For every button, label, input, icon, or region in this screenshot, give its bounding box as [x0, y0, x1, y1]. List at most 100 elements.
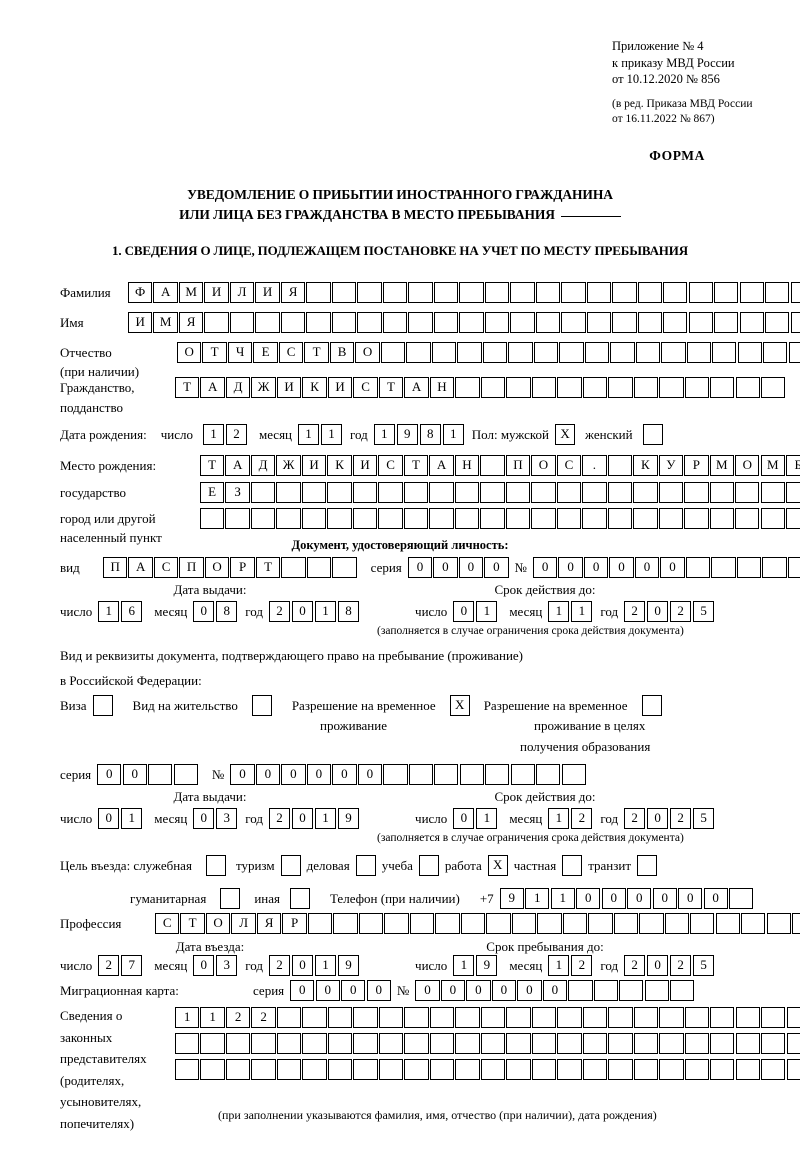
char-cell[interactable] [568, 980, 593, 1001]
char-cell[interactable]: 0 [440, 980, 466, 1001]
purpose-other-checkbox[interactable] [289, 888, 310, 909]
char-cell[interactable]: 0 [415, 980, 440, 1001]
char-cell[interactable]: 1 [315, 955, 337, 976]
char-cell[interactable] [204, 312, 229, 333]
char-cell[interactable] [608, 1059, 633, 1080]
char-cell[interactable]: Н [454, 455, 480, 476]
char-cell[interactable] [786, 1033, 800, 1054]
char-cell[interactable] [327, 1059, 353, 1080]
char-cell[interactable] [429, 1007, 455, 1028]
char-cell[interactable] [559, 342, 584, 363]
char-cell[interactable] [511, 913, 537, 934]
char-cell[interactable] [766, 913, 791, 934]
char-cell[interactable] [408, 282, 433, 303]
purpose-humanitarian-checkbox[interactable] [220, 888, 241, 909]
char-cell[interactable]: 0 [634, 557, 660, 578]
char-cell[interactable]: 0 [458, 557, 484, 578]
char-cell[interactable] [225, 1033, 251, 1054]
char-cell[interactable] [404, 1033, 429, 1054]
char-cell[interactable] [710, 1033, 735, 1054]
char-cell[interactable] [276, 508, 301, 529]
char-cell[interactable] [306, 557, 332, 578]
char-cell[interactable]: С [155, 913, 180, 934]
char-cell[interactable] [506, 377, 531, 398]
char-cell[interactable]: 1 [202, 424, 224, 445]
char-cell[interactable] [378, 1033, 404, 1054]
char-cell[interactable] [586, 282, 612, 303]
char-cell[interactable]: 5 [693, 601, 715, 622]
char-cell[interactable] [510, 312, 535, 333]
char-cell[interactable] [786, 1059, 800, 1080]
char-cell[interactable] [561, 764, 586, 785]
char-cell[interactable]: Р [282, 913, 307, 934]
char-cell[interactable]: 0 [255, 764, 281, 785]
char-cell[interactable] [787, 557, 800, 578]
char-cell[interactable] [658, 482, 684, 503]
char-cell[interactable] [302, 1007, 327, 1028]
char-cell[interactable] [251, 1033, 276, 1054]
char-cell[interactable] [607, 455, 633, 476]
char-cell[interactable]: 1 [315, 808, 337, 829]
char-cell[interactable] [429, 508, 454, 529]
char-cell[interactable] [434, 764, 459, 785]
char-cell[interactable]: 1 [525, 888, 550, 909]
char-cell[interactable] [739, 312, 764, 333]
char-cell[interactable]: Т [304, 342, 329, 363]
char-cell[interactable] [333, 913, 358, 934]
sex-male-checkbox[interactable]: X [555, 424, 576, 445]
char-cell[interactable]: Л [231, 913, 256, 934]
char-cell[interactable] [384, 913, 409, 934]
char-cell[interactable]: А [404, 377, 429, 398]
char-cell[interactable] [485, 764, 510, 785]
char-cell[interactable] [658, 508, 684, 529]
char-cell[interactable]: Р [684, 455, 709, 476]
char-cell[interactable] [612, 282, 637, 303]
char-cell[interactable] [582, 1059, 608, 1080]
char-cell[interactable]: 1 [175, 1007, 200, 1028]
char-cell[interactable]: 0 [290, 980, 315, 1001]
char-cell[interactable] [250, 482, 276, 503]
char-cell[interactable] [588, 913, 613, 934]
char-cell[interactable] [688, 282, 713, 303]
char-cell[interactable] [276, 482, 301, 503]
char-cell[interactable] [562, 913, 588, 934]
char-cell[interactable] [404, 1007, 429, 1028]
char-cell[interactable]: Т [200, 455, 225, 476]
char-cell[interactable] [332, 557, 357, 578]
char-cell[interactable] [255, 312, 280, 333]
char-cell[interactable] [301, 482, 327, 503]
char-cell[interactable]: М [709, 455, 734, 476]
char-cell[interactable]: Н [429, 377, 455, 398]
char-cell[interactable] [608, 1007, 633, 1028]
char-cell[interactable] [710, 1007, 735, 1028]
char-cell[interactable] [280, 312, 306, 333]
char-cell[interactable] [429, 1033, 455, 1054]
char-cell[interactable] [557, 1059, 582, 1080]
char-cell[interactable] [460, 913, 486, 934]
char-cell[interactable]: 3 [216, 955, 238, 976]
char-cell[interactable]: 2 [571, 955, 593, 976]
char-cell[interactable] [633, 508, 658, 529]
char-cell[interactable]: 1 [548, 601, 570, 622]
char-cell[interactable]: З [225, 482, 250, 503]
char-cell[interactable]: Я [178, 312, 204, 333]
char-cell[interactable]: 1 [121, 808, 143, 829]
char-cell[interactable]: С [353, 377, 378, 398]
char-cell[interactable]: 1 [548, 955, 570, 976]
char-cell[interactable]: 2 [98, 955, 120, 976]
char-cell[interactable]: 0 [466, 980, 491, 1001]
char-cell[interactable] [557, 377, 582, 398]
char-cell[interactable]: 1 [550, 888, 575, 909]
char-cell[interactable] [684, 482, 709, 503]
char-cell[interactable] [378, 482, 403, 503]
char-cell[interactable] [761, 377, 786, 398]
char-cell[interactable] [561, 312, 586, 333]
